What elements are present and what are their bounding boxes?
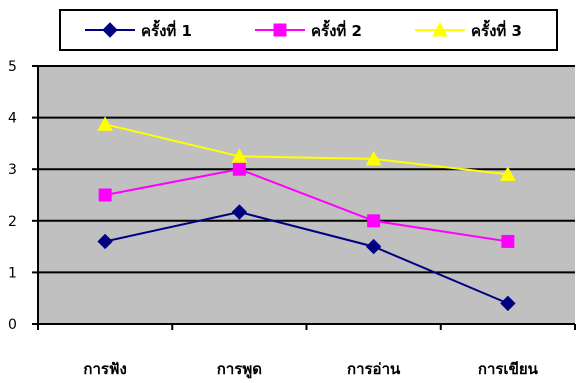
x-tick-label: การพูด: [217, 360, 262, 379]
data-point: [232, 162, 246, 176]
data-point: [500, 166, 516, 181]
y-tick-label: 1: [8, 265, 17, 281]
legend-box: [59, 9, 558, 51]
data-point: [231, 148, 248, 163]
legend-marker: [273, 23, 287, 37]
y-tick-label: 5: [8, 59, 17, 75]
data-point: [365, 150, 382, 166]
legend-item-3: ครั้งที่ 3: [415, 19, 522, 40]
data-point: [231, 204, 248, 220]
y-tick-label: 0: [8, 317, 17, 333]
y-tick-label: 3: [8, 162, 17, 178]
x-tick-label: การเขียน: [478, 360, 539, 378]
legend: ครั้งที่ 1 ครั้งที่ 2 ครั้งที่ 3: [59, 9, 558, 51]
data-point: [98, 188, 112, 202]
gridlines: [38, 65, 575, 274]
legend-label: ครั้งที่ 3: [471, 19, 522, 40]
y-tick-label: 2: [8, 214, 17, 230]
legend-label: ครั้งที่ 1: [141, 19, 192, 40]
x-tick-labels: การฟัง การพูด การอ่าน การเขียน: [83, 360, 538, 379]
series-group: [97, 116, 516, 312]
series-line: [104, 123, 508, 176]
series-1: [97, 204, 516, 312]
y-tick-labels: 0 1 2 3 4 5: [8, 59, 17, 333]
x-tick-label: การอ่าน: [347, 360, 401, 378]
series-2: [98, 162, 515, 248]
data-point: [500, 295, 516, 312]
legend-label: ครั้งที่ 2: [311, 19, 362, 40]
legend-item-2: ครั้งที่ 2: [255, 19, 362, 40]
legend-marker: [102, 22, 118, 38]
legend-marker: [432, 21, 448, 37]
data-point: [367, 214, 381, 228]
data-point: [97, 116, 113, 131]
data-point: [97, 233, 113, 250]
legend-item-1: ครั้งที่ 1: [85, 19, 192, 40]
y-tick-label: 4: [8, 111, 17, 127]
data-point: [365, 238, 382, 255]
x-tick-label: การฟัง: [83, 360, 127, 378]
data-point: [501, 234, 515, 248]
series-line: [104, 211, 509, 305]
axes: [32, 65, 576, 330]
series-3: [97, 116, 516, 181]
series-line: [104, 168, 509, 243]
